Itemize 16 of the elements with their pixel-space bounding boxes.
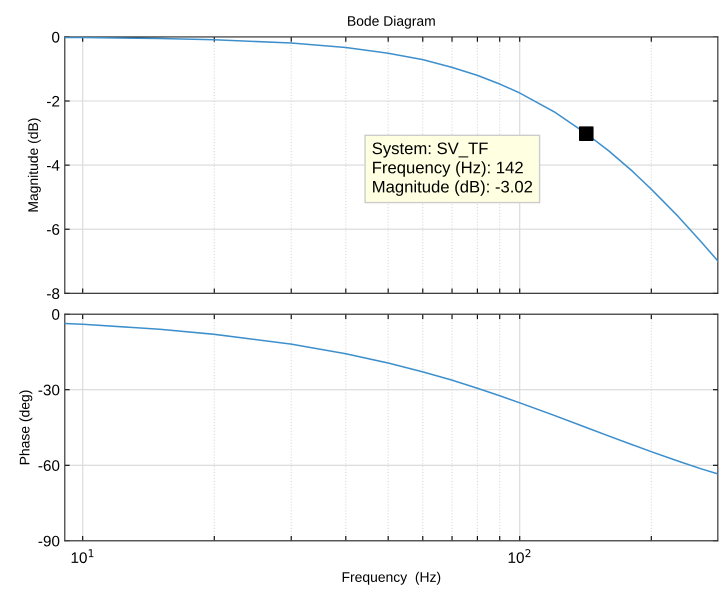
y-axis-title: Phase (deg): [19, 390, 32, 464]
y-tick-label: -30: [38, 384, 60, 396]
x-tick-label: 10$^{2}$: [508, 549, 530, 564]
y-tick-label: -8: [47, 288, 60, 300]
y-tick-label: -4: [47, 160, 60, 171]
y-tick-label: -60: [38, 460, 60, 471]
y-tick-label: -90: [38, 536, 60, 547]
y-tick-label: -6: [47, 224, 60, 235]
x-tick-label: 10$^{1}$: [72, 549, 94, 564]
annotation: System: SV_TF Frequency (Hz): 142 Magnitude (dB): -3.02: [372, 142, 532, 196]
chart-title: Bode Diagram: [348, 16, 435, 29]
y-tick-label: 0: [52, 32, 60, 43]
y-tick-label: 0: [52, 309, 60, 320]
x-axis-title: Frequency (Hz): [342, 572, 440, 585]
y-axis-title: Magnitude (dB): [28, 118, 41, 212]
y-tick-label: -2: [47, 96, 60, 107]
